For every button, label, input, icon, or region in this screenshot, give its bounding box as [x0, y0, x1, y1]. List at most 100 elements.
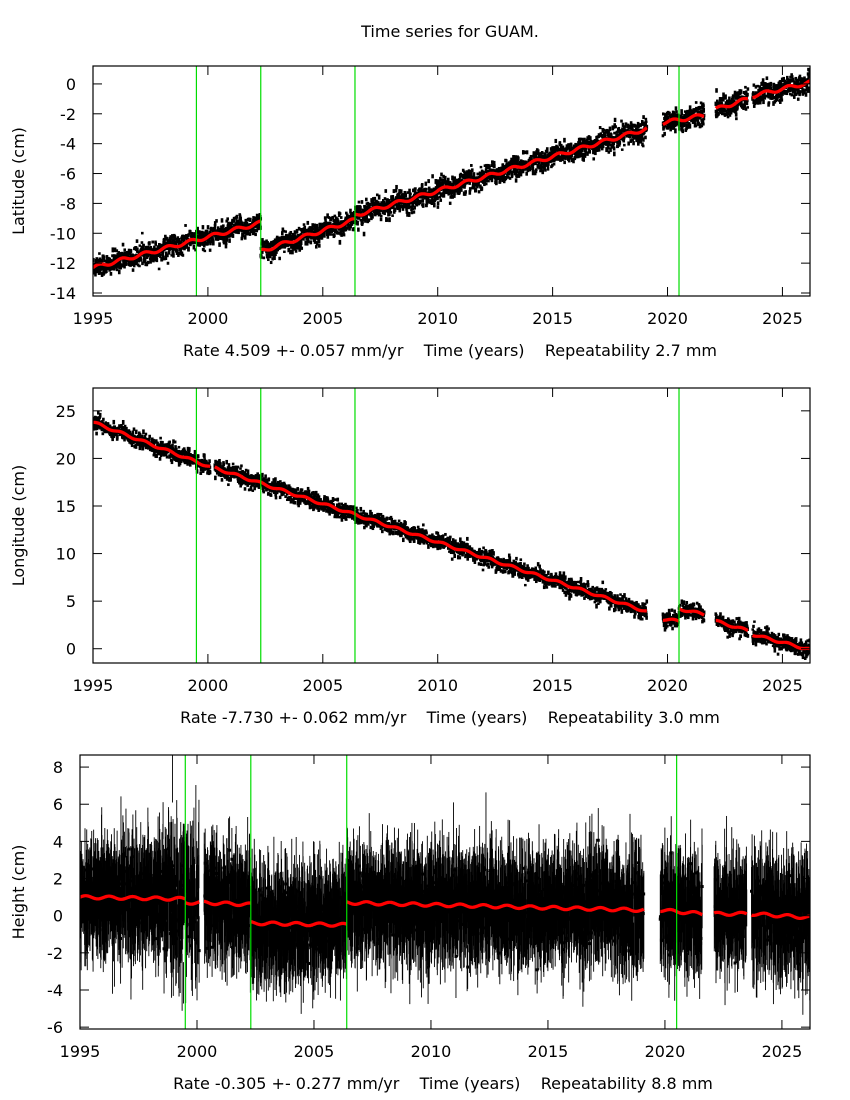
data-point	[746, 92, 749, 97]
data-point	[271, 257, 274, 261]
data-point	[539, 169, 542, 173]
data-point	[808, 70, 810, 76]
data-point	[279, 480, 282, 483]
data-point	[238, 222, 241, 225]
data-point	[340, 517, 344, 522]
data-point	[218, 458, 221, 464]
data-point	[176, 236, 180, 240]
data-point	[480, 186, 484, 191]
data-point	[795, 86, 798, 91]
data-point	[807, 67, 810, 72]
data-point	[620, 137, 623, 141]
data-point	[188, 447, 191, 452]
data-point	[806, 86, 810, 90]
data-point	[472, 184, 476, 190]
data-point	[203, 458, 206, 463]
data-point	[240, 236, 244, 241]
data-point	[149, 245, 153, 251]
data-point	[142, 244, 145, 248]
data-point	[375, 193, 379, 197]
data-point	[746, 106, 750, 109]
data-point	[98, 423, 102, 429]
data-point	[614, 125, 617, 129]
data-point	[151, 240, 154, 244]
data-point	[351, 212, 354, 215]
data-point	[485, 163, 488, 169]
data-point	[308, 228, 311, 232]
data-point	[702, 104, 705, 108]
data-point	[342, 233, 346, 237]
data-point	[311, 230, 315, 233]
data-point	[569, 155, 572, 160]
data-point	[507, 161, 511, 165]
data-point	[321, 231, 324, 236]
data-point	[436, 196, 439, 201]
data-point	[244, 218, 248, 222]
data-point	[150, 447, 154, 452]
data-point	[298, 501, 302, 505]
data-point	[717, 101, 721, 107]
data-point	[468, 187, 472, 192]
data-point	[583, 152, 587, 158]
data-point	[763, 92, 766, 96]
data-point	[232, 216, 236, 220]
data-point	[572, 144, 576, 149]
data-point	[141, 246, 145, 252]
data-point	[326, 498, 330, 503]
data-point	[411, 202, 415, 208]
data-point	[271, 482, 275, 486]
model-segment	[662, 113, 705, 126]
data-point	[662, 124, 666, 128]
data-point	[471, 186, 474, 190]
data-point	[484, 168, 488, 174]
data-point	[735, 91, 738, 96]
data-point	[552, 162, 556, 166]
data-point	[783, 90, 787, 95]
data-point	[789, 92, 792, 96]
data-point	[221, 226, 224, 231]
data-point	[252, 228, 256, 234]
data-point	[96, 410, 100, 415]
data-point	[722, 97, 725, 102]
data-point	[613, 123, 616, 127]
data-point	[177, 252, 180, 257]
y-tick-label: -4	[60, 135, 76, 154]
data-point	[644, 120, 648, 124]
data-point	[477, 190, 481, 194]
data-point	[171, 447, 175, 451]
data-point	[790, 93, 794, 97]
data-point	[186, 462, 189, 466]
data-point	[193, 449, 197, 455]
data-point	[681, 129, 685, 134]
data-point	[472, 172, 476, 176]
data-point	[393, 207, 397, 213]
data-point	[170, 254, 174, 257]
data-point	[791, 77, 795, 82]
data-point	[162, 241, 165, 246]
data-point	[729, 106, 733, 110]
data-point	[267, 491, 270, 496]
data-point	[280, 244, 284, 249]
data-point	[438, 195, 442, 199]
data-point	[686, 124, 690, 129]
data-point	[542, 161, 546, 165]
data-point	[269, 260, 273, 265]
data-point	[675, 110, 678, 114]
data-point	[672, 124, 676, 129]
data-point	[170, 242, 174, 246]
data-point	[334, 498, 337, 501]
data-point	[434, 179, 438, 184]
data-point	[538, 165, 541, 170]
data-point	[242, 473, 246, 479]
data-point	[163, 257, 166, 261]
data-point	[160, 244, 164, 249]
data-point	[792, 94, 796, 99]
data-point	[336, 497, 340, 502]
data-point	[278, 236, 281, 241]
data-point	[796, 97, 800, 101]
data-point	[134, 445, 138, 449]
data-point	[171, 234, 174, 239]
data-point	[95, 419, 98, 423]
data-point	[792, 89, 796, 93]
data-point	[349, 225, 352, 229]
